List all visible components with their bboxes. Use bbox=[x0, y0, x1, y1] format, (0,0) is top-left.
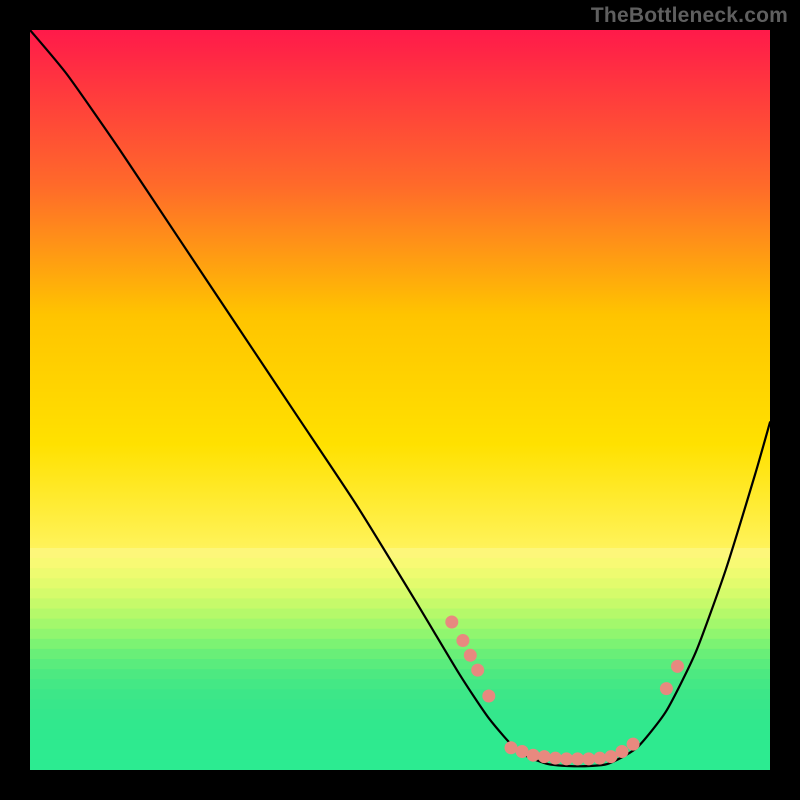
chart-container: TheBottleneck.com bbox=[0, 0, 800, 800]
bottleneck-chart bbox=[0, 0, 800, 800]
chart-background bbox=[30, 30, 770, 771]
attribution-label: TheBottleneck.com bbox=[591, 4, 788, 28]
